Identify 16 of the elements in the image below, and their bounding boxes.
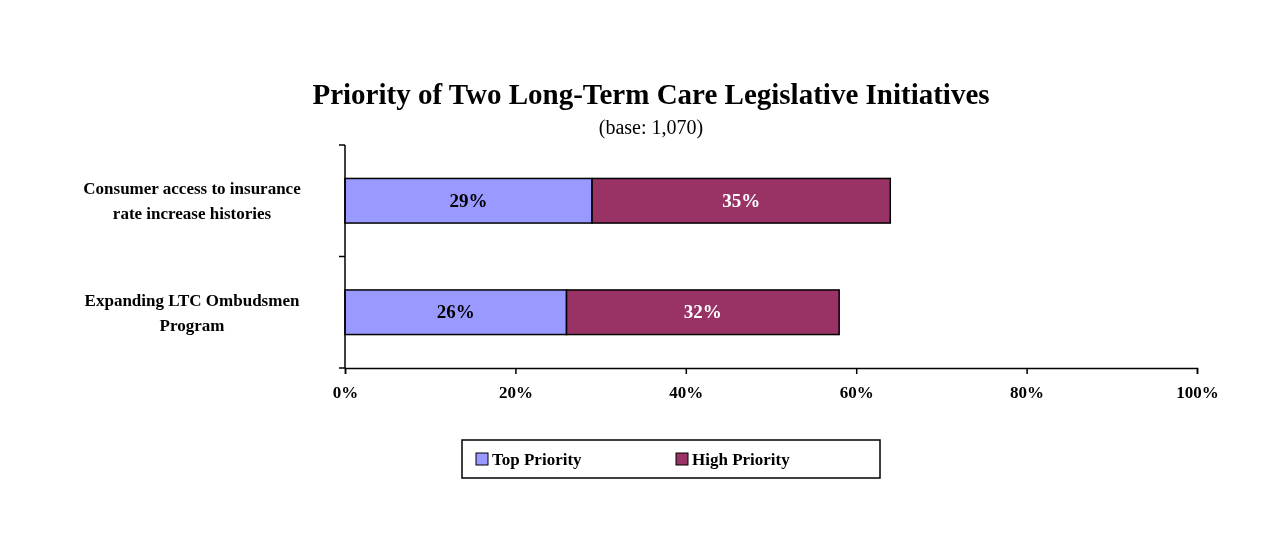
chart-title: Priority of Two Long-Term Care Legislative Initiatives bbox=[312, 78, 990, 110]
chart-subtitle: (base: 1,070) bbox=[598, 116, 704, 139]
x-tick-label: 20% bbox=[498, 383, 533, 403]
data-label: 29% bbox=[449, 189, 488, 211]
x-tick-label: 0% bbox=[332, 383, 359, 403]
data-label: 26% bbox=[436, 301, 475, 323]
x-tick-label: 80% bbox=[1010, 383, 1045, 403]
legend-label: High Priority bbox=[692, 450, 791, 469]
y-tick-label: Consumer access to insurance rate increase histories bbox=[83, 179, 302, 224]
x-tick-label: 60% bbox=[839, 383, 874, 403]
x-tick-label: 100% bbox=[1176, 383, 1219, 403]
y-tick-label: Expanding LTC Ombudsmen Program bbox=[84, 290, 300, 335]
x-tick-label: 40% bbox=[669, 383, 704, 403]
data-label: 32% bbox=[683, 301, 722, 323]
data-label: 35% bbox=[722, 189, 761, 211]
legend-label: Top Priority bbox=[492, 450, 583, 469]
